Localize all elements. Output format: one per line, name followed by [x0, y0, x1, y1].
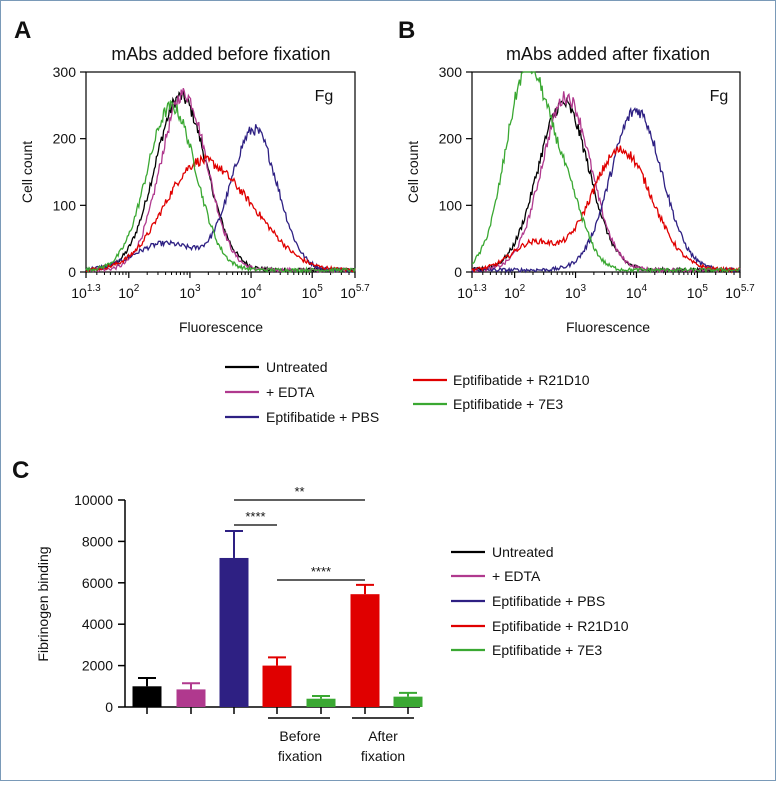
bar-pbs — [219, 557, 249, 707]
series-line-edta — [85, 87, 356, 274]
group-label-before-fixation: fixation — [278, 748, 322, 764]
y-tick-label: 300 — [439, 64, 463, 80]
y-tick-label: 0 — [68, 264, 76, 280]
legend-label-edta: + EDTA — [266, 384, 315, 400]
c-y-tick-label: 10000 — [74, 492, 113, 508]
panel-b-annotation: Fg — [710, 88, 729, 105]
series-line-e3 — [471, 71, 741, 274]
panel-b-plot-frame — [471, 71, 741, 273]
panel-b-x-ticks: 101.3 102 103 104 105 105.7 — [457, 272, 755, 301]
legend-c-label-r21d10: Eptifibatide + R21D10 — [492, 618, 629, 634]
c-y-tick-label: 4000 — [82, 616, 113, 632]
legend-c-label-pbs: Eptifibatide + PBS — [492, 593, 605, 609]
x-tick-label: 101.3 — [457, 283, 487, 301]
panel-b-ylabel: Cell count — [405, 141, 421, 203]
x-tick-label: 104 — [240, 283, 262, 301]
y-tick-label: 100 — [53, 197, 77, 213]
x-tick-label: 102 — [118, 283, 140, 301]
panel-b-xlabel: Fluorescence — [566, 319, 650, 335]
series-line-pbs — [471, 106, 741, 274]
legend-label-untreated: Untreated — [266, 359, 327, 375]
significance-label: ** — [294, 484, 304, 499]
histogram-panel-a: mAbs added before fixation Fg Cell count… — [19, 44, 370, 335]
panel-b-series — [471, 71, 741, 274]
panel-a-ylabel: Cell count — [19, 141, 35, 203]
series-line-r21d10 — [471, 145, 741, 274]
panel-a-xlabel: Fluorescence — [179, 319, 263, 335]
legend-c-label-untreated: Untreated — [492, 544, 553, 560]
x-tick-label: 103 — [565, 283, 587, 301]
panel-a-x-ticks: 101.3 102 103 104 105 105.7 — [71, 272, 370, 301]
x-tick-label: 105 — [687, 283, 709, 301]
y-tick-label: 300 — [53, 64, 77, 80]
series-line-untreated — [471, 96, 741, 274]
x-tick-label: 105 — [302, 283, 324, 301]
histogram-legend: Untreated + EDTA Eptifibatide + PBS Epti… — [225, 359, 590, 425]
bar-untreated — [132, 686, 162, 707]
x-tick-label: 102 — [504, 283, 526, 301]
panel-b-title: mAbs added after fixation — [506, 44, 710, 64]
c-y-tick-label: 2000 — [82, 658, 113, 674]
panel-letter-c: C — [12, 457, 29, 484]
group-label-before: Before — [279, 728, 320, 744]
panel-a-y-ticks: 0 100 200 300 — [53, 64, 86, 280]
y-tick-label: 0 — [454, 264, 462, 280]
significance-label: **** — [245, 509, 265, 524]
group-label-after: After — [368, 728, 398, 744]
bar-edta — [176, 689, 206, 707]
x-tick-label: 105.7 — [340, 283, 370, 301]
bar-panel-c: Fibrinogen binding 0 2000 4000 6000 8000 1000… — [35, 484, 423, 764]
panel-c-bars — [132, 530, 423, 714]
histogram-panel-b: mAbs added after fixation Fg Cell count … — [405, 44, 755, 335]
x-tick-label: 105.7 — [725, 283, 755, 301]
panel-c-ylabel: Fibrinogen binding — [35, 546, 51, 661]
series-line-e3 — [85, 99, 356, 274]
series-line-r21d10 — [85, 153, 356, 273]
legend-label-e3: Eptifibatide + 7E3 — [453, 396, 563, 412]
panel-letter-b: B — [398, 17, 415, 44]
bar-r21d10 — [350, 594, 380, 707]
panel-letter-a: A — [14, 17, 31, 44]
significance-label: **** — [311, 564, 331, 579]
panel-c-significance: ********** — [234, 484, 365, 581]
bar-e3 — [393, 696, 423, 707]
legend-c-label-e3: Eptifibatide + 7E3 — [492, 642, 602, 658]
legend-c-label-edta: + EDTA — [492, 568, 541, 584]
c-y-tick-label: 8000 — [82, 533, 113, 549]
c-y-tick-label: 0 — [105, 699, 113, 715]
series-line-pbs — [85, 124, 356, 274]
x-tick-label: 104 — [626, 283, 648, 301]
y-tick-label: 100 — [439, 197, 463, 213]
bar-r21d10 — [262, 665, 292, 707]
panel-a-plot-frame — [85, 71, 356, 273]
panel-b-y-ticks: 0 100 200 300 — [439, 64, 472, 280]
bar-e3 — [306, 698, 336, 707]
bar-legend: Untreated + EDTA Eptifibatide + PBS Epti… — [451, 544, 629, 658]
panel-c-y-ticks: 0 2000 4000 6000 8000 10000 — [74, 492, 125, 715]
legend-label-pbs: Eptifibatide + PBS — [266, 409, 379, 425]
x-tick-label: 101.3 — [71, 283, 101, 301]
panel-a-series — [85, 87, 356, 274]
group-label-after-fixation: fixation — [361, 748, 405, 764]
legend-label-r21d10: Eptifibatide + R21D10 — [453, 372, 590, 388]
series-line-untreated — [85, 88, 356, 274]
panel-a-title: mAbs added before fixation — [111, 44, 330, 64]
y-tick-label: 200 — [439, 131, 463, 147]
x-tick-label: 103 — [179, 283, 201, 301]
c-y-tick-label: 6000 — [82, 575, 113, 591]
y-tick-label: 200 — [53, 131, 77, 147]
panel-a-annotation: Fg — [315, 88, 334, 105]
